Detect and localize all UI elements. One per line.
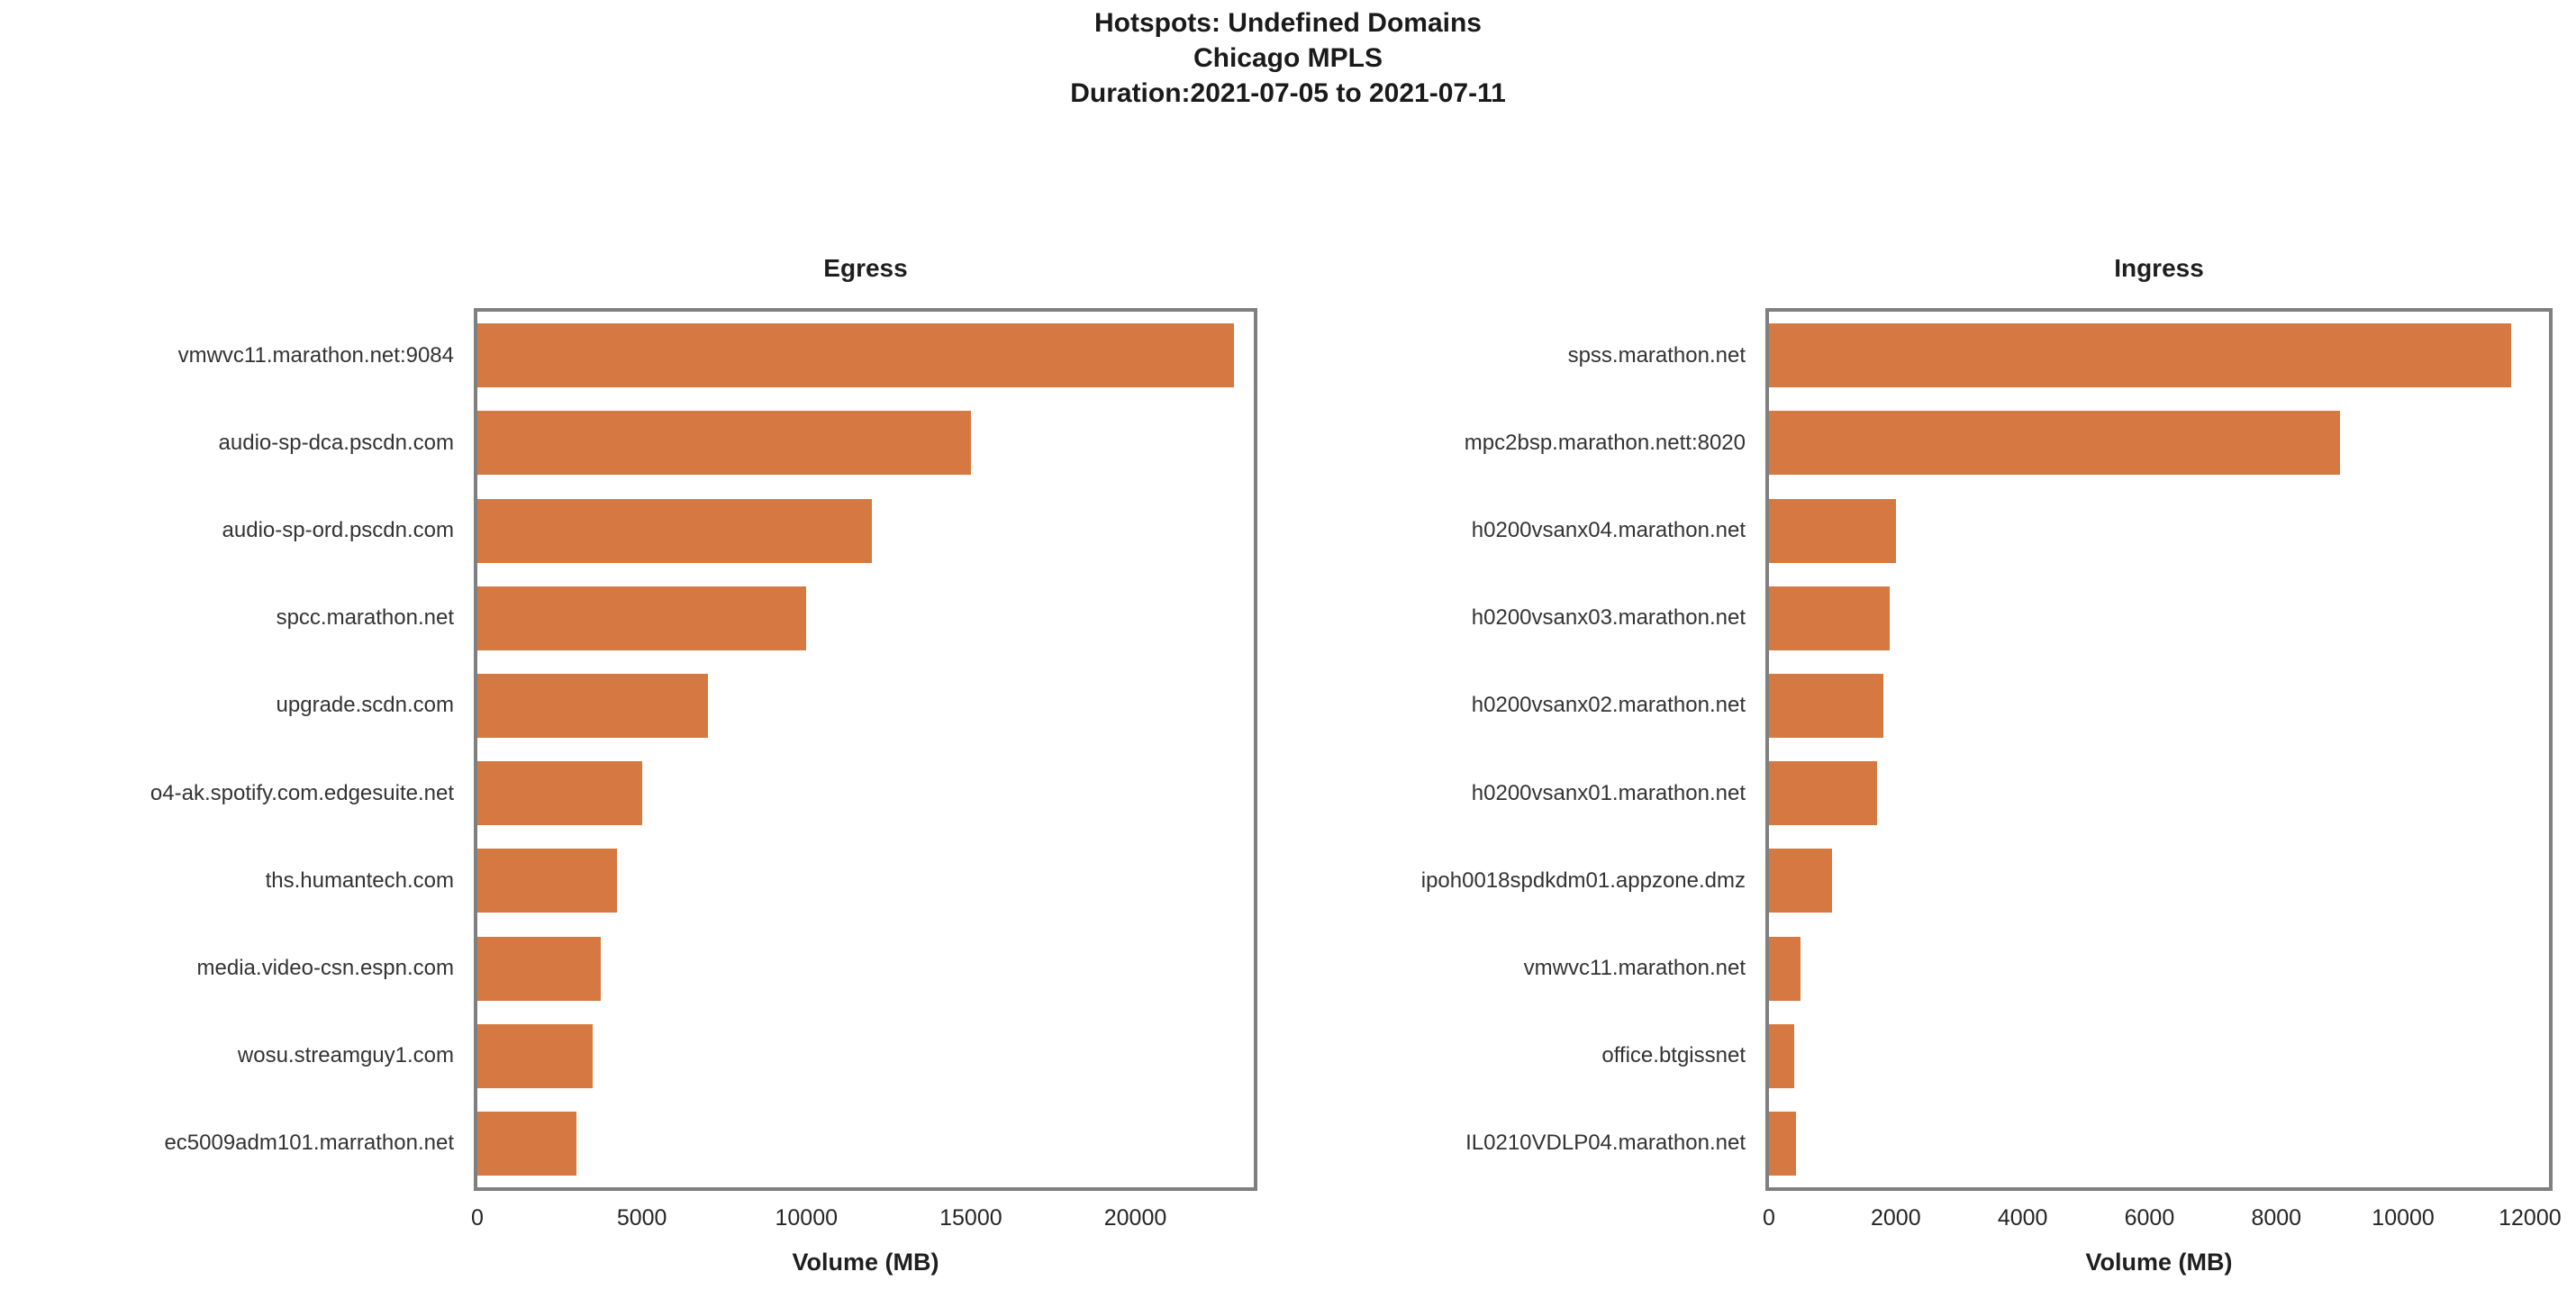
bar-row bbox=[1769, 575, 2549, 662]
bar bbox=[1769, 1111, 1797, 1176]
y-tick-label: h0200vsanx03.marathon.net bbox=[1471, 605, 1746, 631]
bar bbox=[477, 498, 873, 563]
bar-row bbox=[477, 924, 1254, 1012]
y-axis-labels: spss.marathon.net mpc2bsp.marathon.nett:8… bbox=[1297, 308, 1746, 1191]
y-axis-labels: vmwvc11.marathon.net:9084 audio-sp-dca.ps… bbox=[0, 308, 454, 1191]
x-axis-ticks: 0 5000 10000 15000 20000 bbox=[471, 1205, 1254, 1234]
y-tick-label: spss.marathon.net bbox=[1567, 342, 1746, 368]
bar bbox=[1769, 411, 2340, 476]
plot-area bbox=[1765, 308, 2553, 1191]
bar bbox=[1769, 673, 1883, 738]
x-axis-ticks: 0 2000 4000 6000 8000 10000 12000 bbox=[1763, 1205, 2562, 1234]
x-tick-label: 2000 bbox=[1871, 1205, 1921, 1231]
bar-row bbox=[477, 486, 1254, 574]
page-title-line-3: Duration:2021-07-05 to 2021-07-11 bbox=[1070, 78, 1506, 108]
y-tick-label: upgrade.scdn.com bbox=[276, 693, 454, 718]
bar-row bbox=[1769, 1100, 2549, 1187]
page-title: Hotspots: Undefined Domains Chicago MPLS… bbox=[0, 5, 2576, 111]
bar-row bbox=[1769, 662, 2549, 749]
bar bbox=[477, 1111, 576, 1176]
bar-row bbox=[477, 837, 1254, 924]
bar bbox=[477, 761, 642, 826]
y-tick-label: audio-sp-ord.pscdn.com bbox=[222, 518, 454, 542]
bar-row bbox=[1769, 312, 2549, 399]
x-tick-label: 0 bbox=[1763, 1205, 1775, 1231]
y-tick-label: ec5009adm101.marrathon.net bbox=[164, 1131, 454, 1156]
bar bbox=[1769, 936, 1801, 1001]
bar-row bbox=[477, 1013, 1254, 1100]
y-tick-label: IL0210VDLP04.marathon.net bbox=[1465, 1131, 1746, 1156]
bar bbox=[477, 936, 601, 1001]
x-tick-label: 0 bbox=[471, 1205, 484, 1231]
y-tick-label: media.video-csn.espn.com bbox=[196, 956, 454, 981]
bar bbox=[477, 673, 708, 738]
x-tick-label: 8000 bbox=[2251, 1205, 2302, 1231]
y-tick-label: wosu.streamguy1.com bbox=[237, 1043, 454, 1068]
bar bbox=[477, 1023, 593, 1088]
bar bbox=[477, 411, 971, 476]
bar-row bbox=[477, 749, 1254, 837]
y-tick-label: mpc2bsp.marathon.nett:8020 bbox=[1464, 430, 1746, 455]
bar-row bbox=[1769, 749, 2549, 837]
x-tick-label: 4000 bbox=[1997, 1205, 2048, 1231]
y-tick-label: h0200vsanx02.marathon.net bbox=[1471, 693, 1746, 718]
x-axis-label: Volume (MB) bbox=[2085, 1249, 2233, 1276]
y-tick-label: h0200vsanx04.marathon.net bbox=[1471, 518, 1746, 542]
x-tick-label: 15000 bbox=[939, 1205, 1002, 1231]
x-tick-label: 10000 bbox=[775, 1205, 839, 1231]
bar-row bbox=[1769, 837, 2549, 924]
page-title-line-1: Hotspots: Undefined Domains bbox=[1093, 8, 1482, 38]
y-tick-label: o4-ak.spotify.com.edgesuite.net bbox=[150, 780, 454, 805]
plot-area bbox=[474, 308, 1257, 1191]
bar bbox=[1769, 323, 2511, 388]
bar bbox=[477, 849, 618, 913]
bar-row bbox=[1769, 399, 2549, 486]
y-tick-label: vmwvc11.marathon.net bbox=[1523, 956, 1746, 981]
bar-row bbox=[477, 662, 1254, 749]
bar bbox=[477, 586, 807, 650]
y-tick-label: h0200vsanx01.marathon.net bbox=[1471, 780, 1746, 805]
bar bbox=[477, 323, 1235, 388]
y-tick-label: audio-sp-dca.pscdn.com bbox=[218, 430, 454, 455]
x-tick-label: 12000 bbox=[2499, 1205, 2562, 1231]
bar-row bbox=[1769, 486, 2549, 574]
x-tick-label: 10000 bbox=[2372, 1205, 2435, 1231]
x-tick-label: 20000 bbox=[1103, 1205, 1167, 1231]
y-tick-label: ths.humantech.com bbox=[265, 867, 454, 893]
plot-title: Ingress bbox=[2114, 254, 2204, 282]
plot-title: Egress bbox=[823, 254, 908, 282]
x-axis-label: Volume (MB) bbox=[792, 1249, 939, 1276]
bar-row bbox=[477, 1100, 1254, 1187]
x-tick-label: 5000 bbox=[616, 1205, 667, 1231]
bar-row bbox=[477, 312, 1254, 399]
bar-row bbox=[1769, 924, 2549, 1012]
x-tick-label: 6000 bbox=[2124, 1205, 2175, 1231]
bar bbox=[1769, 849, 1833, 913]
bar-row bbox=[477, 575, 1254, 662]
y-tick-label: spcc.marathon.net bbox=[276, 605, 454, 631]
bar bbox=[1769, 586, 1890, 650]
bar bbox=[1769, 1023, 1795, 1088]
y-tick-label: ipoh0018spdkdm01.appzone.dmz bbox=[1420, 867, 1746, 893]
bar bbox=[1769, 761, 1877, 826]
y-tick-label: vmwvc11.marathon.net:9084 bbox=[177, 342, 454, 368]
bar-row bbox=[1769, 1013, 2549, 1100]
bar-row bbox=[477, 399, 1254, 486]
bar bbox=[1769, 498, 1896, 563]
page-title-line-2: Chicago MPLS bbox=[1193, 43, 1383, 73]
y-tick-label: office.btgissnet bbox=[1601, 1043, 1746, 1068]
